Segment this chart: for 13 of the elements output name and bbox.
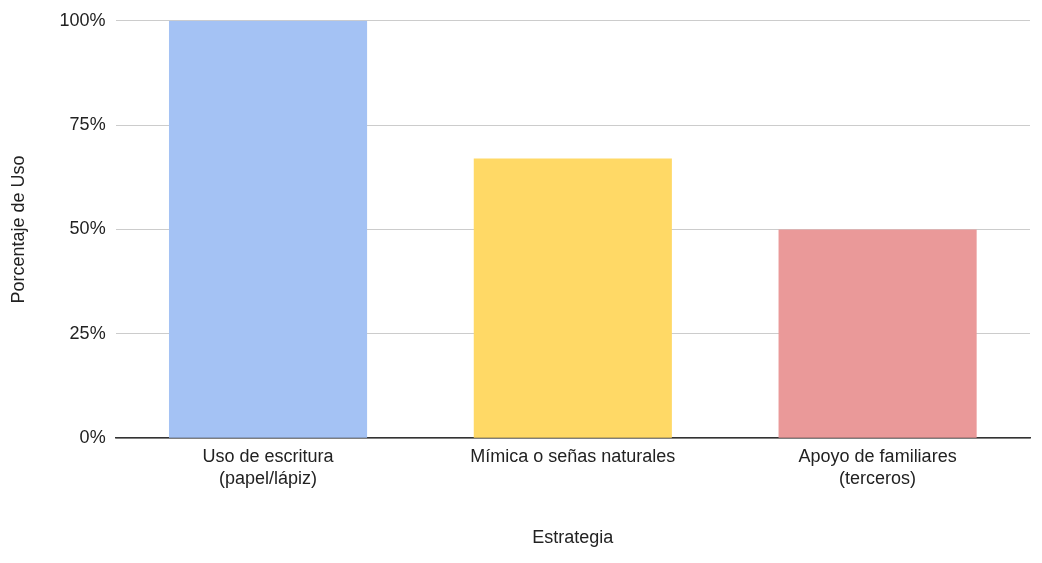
x-tick-label: Uso de escritura (papel/lápiz) [202,445,335,488]
bar [778,229,977,438]
y-tick-label: 50% [69,218,106,239]
bar [473,158,672,438]
y-tick-label: 25% [69,322,106,343]
x-axis-title: Estrategia [532,527,615,548]
y-tick-label: 75% [69,114,106,135]
bar [168,20,368,438]
y-axis-title: Porcentaje de Uso [7,155,28,304]
x-tick-label: Apoyo de familiares (terceros) [798,445,957,488]
y-tick-label: 0% [79,427,106,448]
y-tick-label: 100% [59,9,106,30]
x-tick-label: Mímica o señas naturales [470,445,676,466]
